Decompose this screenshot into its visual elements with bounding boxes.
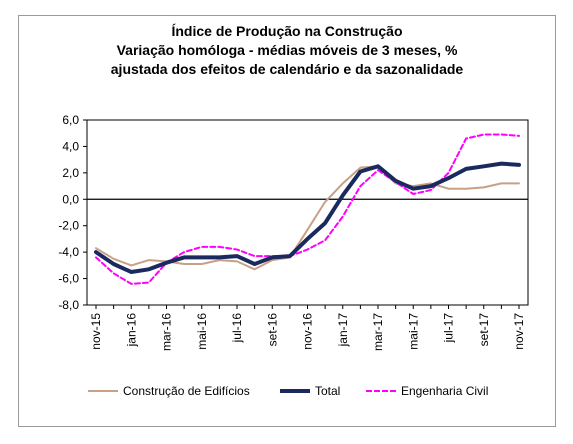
- legend-swatch-edificios: [88, 390, 118, 392]
- y-tick-label: -2,0: [58, 219, 79, 233]
- chart-frame: [18, 15, 556, 427]
- series-line-total: [94, 161, 521, 274]
- legend-swatch-engenharia: [366, 390, 396, 392]
- chart-title-line-1: Índice de Produção na Construção: [171, 23, 403, 39]
- y-tick-label: 6,0: [62, 113, 79, 127]
- legend-label-engenharia: Engenharia Civil: [401, 384, 489, 398]
- y-tick-label: -6,0: [58, 272, 79, 286]
- x-tick-label: nov-17: [512, 313, 526, 350]
- x-tick-label: jan-16: [124, 313, 138, 348]
- series-line-constru-o-de-edif-cios: [95, 165, 520, 271]
- x-tick-label: nov-15: [89, 313, 103, 350]
- legend-label-total: Total: [315, 384, 341, 398]
- y-tick-label: -4,0: [58, 245, 79, 259]
- y-tick-label: 4,0: [62, 139, 79, 153]
- chart-legend: Construção de Edifícios Total Engenharia…: [18, 377, 556, 405]
- chart-title-line-3: ajustada dos efeitos de calendário e da …: [110, 61, 464, 77]
- y-tick-label: -8,0: [58, 298, 79, 312]
- x-tick-label: jul-17: [442, 313, 456, 344]
- legend-item-edificios: Construção de Edifícios: [88, 383, 250, 399]
- legend-item-total: Total: [280, 383, 340, 399]
- x-tick-label: mar-16: [160, 313, 174, 351]
- x-tick-label: jan-17: [336, 313, 350, 348]
- x-tick-label: set-16: [265, 313, 279, 347]
- legend-item-engenharia: Engenharia Civil: [366, 383, 488, 399]
- x-tick-label: mar-17: [371, 313, 385, 351]
- x-tick-label: mai-17: [406, 313, 420, 350]
- chart-title: Índice de Produção na Construção Variaçã…: [18, 22, 556, 79]
- chart-title-line-2: Variação homóloga - médias móveis de 3 m…: [116, 42, 458, 58]
- y-tick-label: 0,0: [62, 192, 79, 206]
- legend-label-edificios: Construção de Edifícios: [123, 384, 250, 398]
- x-tick-label: nov-16: [301, 313, 315, 350]
- y-tick-label: 2,0: [62, 166, 79, 180]
- legend-swatch-total: [280, 389, 310, 393]
- x-tick-label: set-17: [477, 313, 491, 347]
- x-tick-label: jul-16: [230, 313, 244, 344]
- x-tick-label: mai-16: [195, 313, 209, 350]
